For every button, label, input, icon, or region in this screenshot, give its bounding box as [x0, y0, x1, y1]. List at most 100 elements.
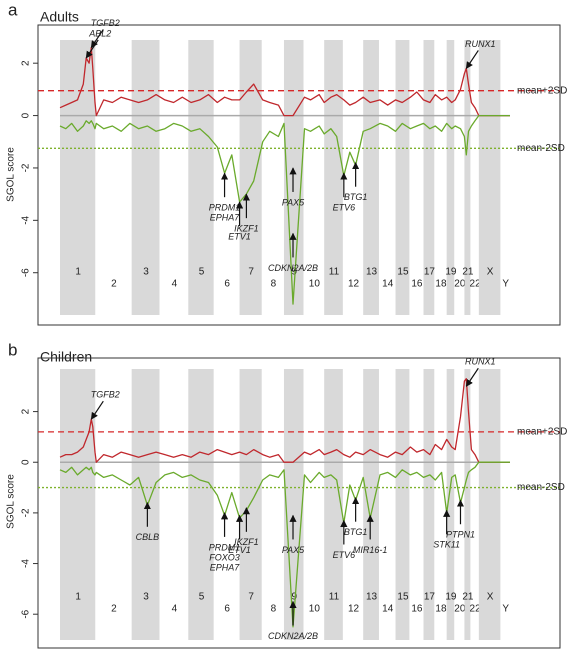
chromosome-label: 19	[445, 267, 457, 278]
chromosome-label: 11	[329, 592, 340, 603]
chromosome-label: 4	[172, 279, 178, 290]
chromosome-band	[478, 369, 501, 640]
chromosome-band	[423, 369, 435, 640]
chromosome-label: 19	[445, 592, 457, 603]
chromosome-band	[60, 369, 96, 640]
chromosome-band	[464, 369, 471, 640]
sgol-line	[59, 378, 510, 463]
chromosome-label: 17	[424, 592, 436, 603]
chromosome-band	[131, 40, 160, 315]
chromosome-label: 13	[366, 592, 378, 603]
annotation-label: BTG1	[344, 527, 368, 537]
chromosome-band	[188, 369, 214, 640]
annotation-label: TGFB2	[91, 18, 120, 28]
annotation-label: FOXO3	[209, 552, 240, 562]
y-tick-label: 0	[21, 112, 32, 118]
chromosome-label: 12	[348, 604, 360, 615]
annotation-label: ABL2	[88, 28, 111, 38]
chromosome-label: 2	[111, 279, 117, 290]
chromosome-label: 7	[248, 267, 254, 278]
chromosome-label: 14	[382, 604, 394, 615]
chromosome-label: 4	[172, 604, 178, 615]
annotation-label: IKZF1	[234, 224, 259, 234]
chromosome-band	[363, 369, 379, 640]
annotation-label: TGFB2	[91, 390, 120, 400]
annotation-label: ETV1	[228, 231, 251, 241]
chromosome-label: 14	[382, 279, 394, 290]
annotation-label: RUNX1	[465, 357, 496, 367]
chromosome-label: 22	[470, 279, 482, 290]
chromosome-label: 7	[248, 592, 254, 603]
annotation-label: MIR16-1	[353, 545, 388, 555]
annotation-label: ETV6	[333, 203, 356, 213]
chromosome-label: X	[487, 592, 494, 603]
chromosome-band	[188, 40, 214, 315]
chromosome-label: 12	[348, 279, 360, 290]
chromosome-label: 1	[75, 267, 81, 278]
annotation-label: PAX5	[282, 545, 305, 555]
chromosome-label: Y	[502, 279, 509, 290]
sgol-line	[59, 114, 510, 305]
panel-letter: a	[8, 0, 18, 19]
y-tick-label: -4	[21, 559, 32, 568]
annotation-arrow	[465, 50, 479, 70]
y-tick-label: -2	[21, 508, 32, 517]
annotation-label: RUNX1	[465, 39, 496, 49]
sgol-line	[59, 46, 510, 117]
chromosome-label: 13	[366, 267, 378, 278]
annotation-label: BTG1	[344, 192, 368, 202]
chromosome-label: 8	[271, 279, 277, 290]
panel-letter: b	[8, 340, 17, 359]
chromosome-label: 20	[454, 279, 466, 290]
annotation-label: CDKN2A/2B	[268, 263, 318, 273]
chromosome-band	[239, 369, 262, 640]
chromosome-label: 8	[271, 604, 277, 615]
annotation-label: PTPN1	[446, 530, 475, 540]
y-tick-label: -2	[21, 163, 32, 172]
chromosome-band	[395, 40, 410, 315]
chromosome-band	[446, 40, 455, 315]
chromosome-band	[395, 369, 410, 640]
chromosome-label: 2	[111, 604, 117, 615]
y-axis-label: SGOL score	[6, 474, 17, 529]
y-tick-label: -6	[21, 268, 32, 277]
chromosome-band	[464, 40, 471, 315]
reference-label: mean+2SD	[517, 85, 567, 96]
plot-frame	[37, 357, 561, 649]
chromosome-band	[283, 369, 304, 640]
chromosome-label: 10	[309, 279, 321, 290]
chromosome-label: 16	[411, 604, 423, 615]
annotation-label: IKZF1	[234, 537, 259, 547]
chromosome-label: 21	[462, 592, 474, 603]
chromosome-band	[324, 40, 343, 315]
y-tick-label: 0	[21, 459, 32, 465]
chromosome-label: 11	[329, 267, 340, 278]
chromosome-label: X	[487, 267, 494, 278]
chromosome-label: 9	[291, 592, 297, 603]
plot-frame	[37, 24, 561, 326]
reference-label: mean-2SD	[517, 143, 565, 154]
y-tick-label: 2	[21, 408, 32, 414]
chromosome-label: 18	[435, 279, 447, 290]
chromosome-label: 20	[454, 604, 466, 615]
chromosome-label: 6	[224, 604, 230, 615]
chromosome-label: 17	[424, 267, 436, 278]
annotation-label: PAX5	[282, 197, 305, 207]
chromosome-band	[324, 369, 343, 640]
chromosome-label: 16	[411, 279, 423, 290]
chromosome-label: 18	[435, 604, 447, 615]
chromosome-label: 5	[199, 267, 205, 278]
chromosome-label: 21	[462, 267, 474, 278]
sgol-line	[59, 461, 510, 628]
panel-title: Adults	[40, 9, 79, 25]
chromosome-band	[478, 40, 501, 315]
chromosome-label: 3	[143, 592, 149, 603]
chromosome-label: 1	[75, 592, 81, 603]
y-tick-label: 2	[21, 60, 32, 66]
chromosome-band	[239, 40, 262, 315]
annotation-arrow	[90, 400, 104, 420]
chromosome-label: 3	[143, 267, 149, 278]
chromosome-label: 22	[470, 604, 482, 615]
annotation-label: ETV6	[333, 550, 356, 560]
